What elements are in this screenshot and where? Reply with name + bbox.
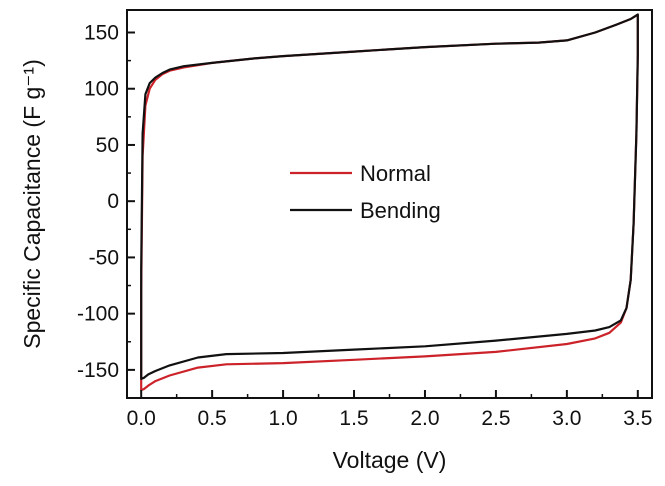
legend-label-normal: Normal — [360, 161, 431, 186]
x-tick-label: 0.5 — [198, 407, 227, 430]
y-axis: -150 -100 -50 0 50 100 150 — [77, 21, 135, 382]
y-tick-label: -50 — [89, 246, 119, 269]
y-tick-label: 150 — [84, 21, 119, 44]
x-tick-label: 1.0 — [268, 407, 297, 430]
x-tick-label: 0.0 — [127, 407, 156, 430]
y-tick-label: -100 — [77, 303, 119, 326]
x-tick-label: 2.5 — [481, 407, 510, 430]
series-line-bending — [140, 13, 639, 380]
series-layer — [140, 13, 639, 392]
x-tick-label: 2.0 — [410, 407, 439, 430]
legend-label-bending: Bending — [360, 198, 441, 223]
x-tick-label: 3.0 — [552, 407, 581, 430]
y-tick-label: 0 — [107, 190, 119, 213]
y-tick-label: 50 — [96, 134, 119, 157]
x-tick-label: 3.5 — [623, 407, 652, 430]
y-axis-title: Specific Capacitance (F g⁻¹) — [19, 59, 45, 349]
x-axis-title: Voltage (V) — [333, 447, 447, 473]
y-tick-label: -150 — [77, 359, 119, 382]
y-tick-label: 100 — [84, 78, 119, 101]
legend: Normal Bending — [290, 161, 441, 223]
x-axis: 0.0 0.5 1.0 1.5 2.0 2.5 3.0 3.5 — [127, 390, 652, 430]
x-tick-label: 1.5 — [339, 407, 368, 430]
